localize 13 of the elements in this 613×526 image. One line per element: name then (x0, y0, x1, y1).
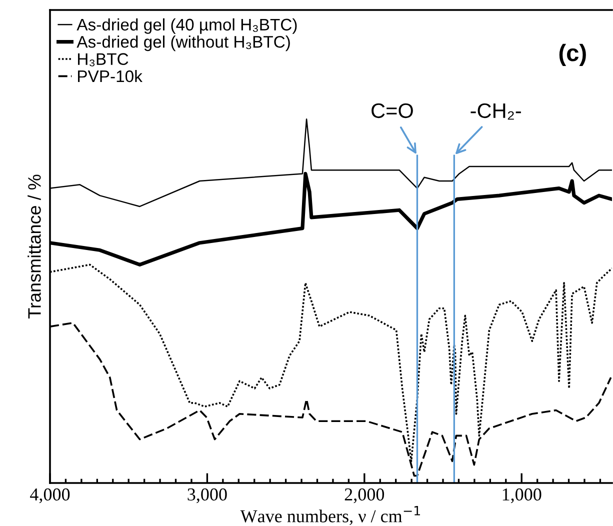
x-tick-label: 4,000 (30, 488, 70, 504)
legend-label: H₃BTC (78, 53, 128, 66)
x-tick-label: 2,000 (344, 488, 384, 504)
y-axis-title: Transmittance / % (28, 174, 41, 318)
x-tick-label: 1,000 (502, 488, 542, 504)
x-tick-label: 3,000 (188, 488, 227, 504)
legend-label: As-dried gel (without H₃BTC) (76, 36, 290, 52)
legend-label: As-dried gel (40 µmol H₃BTC) (76, 18, 297, 34)
annotation: -CH₂- (470, 103, 521, 120)
text: (c) (559, 44, 586, 66)
legend-label: PVP-10k (78, 70, 142, 82)
annotation: C=O (372, 103, 413, 118)
x-axis-title: Wave numbers, ν / cm$^{−1}$ (240, 506, 420, 525)
